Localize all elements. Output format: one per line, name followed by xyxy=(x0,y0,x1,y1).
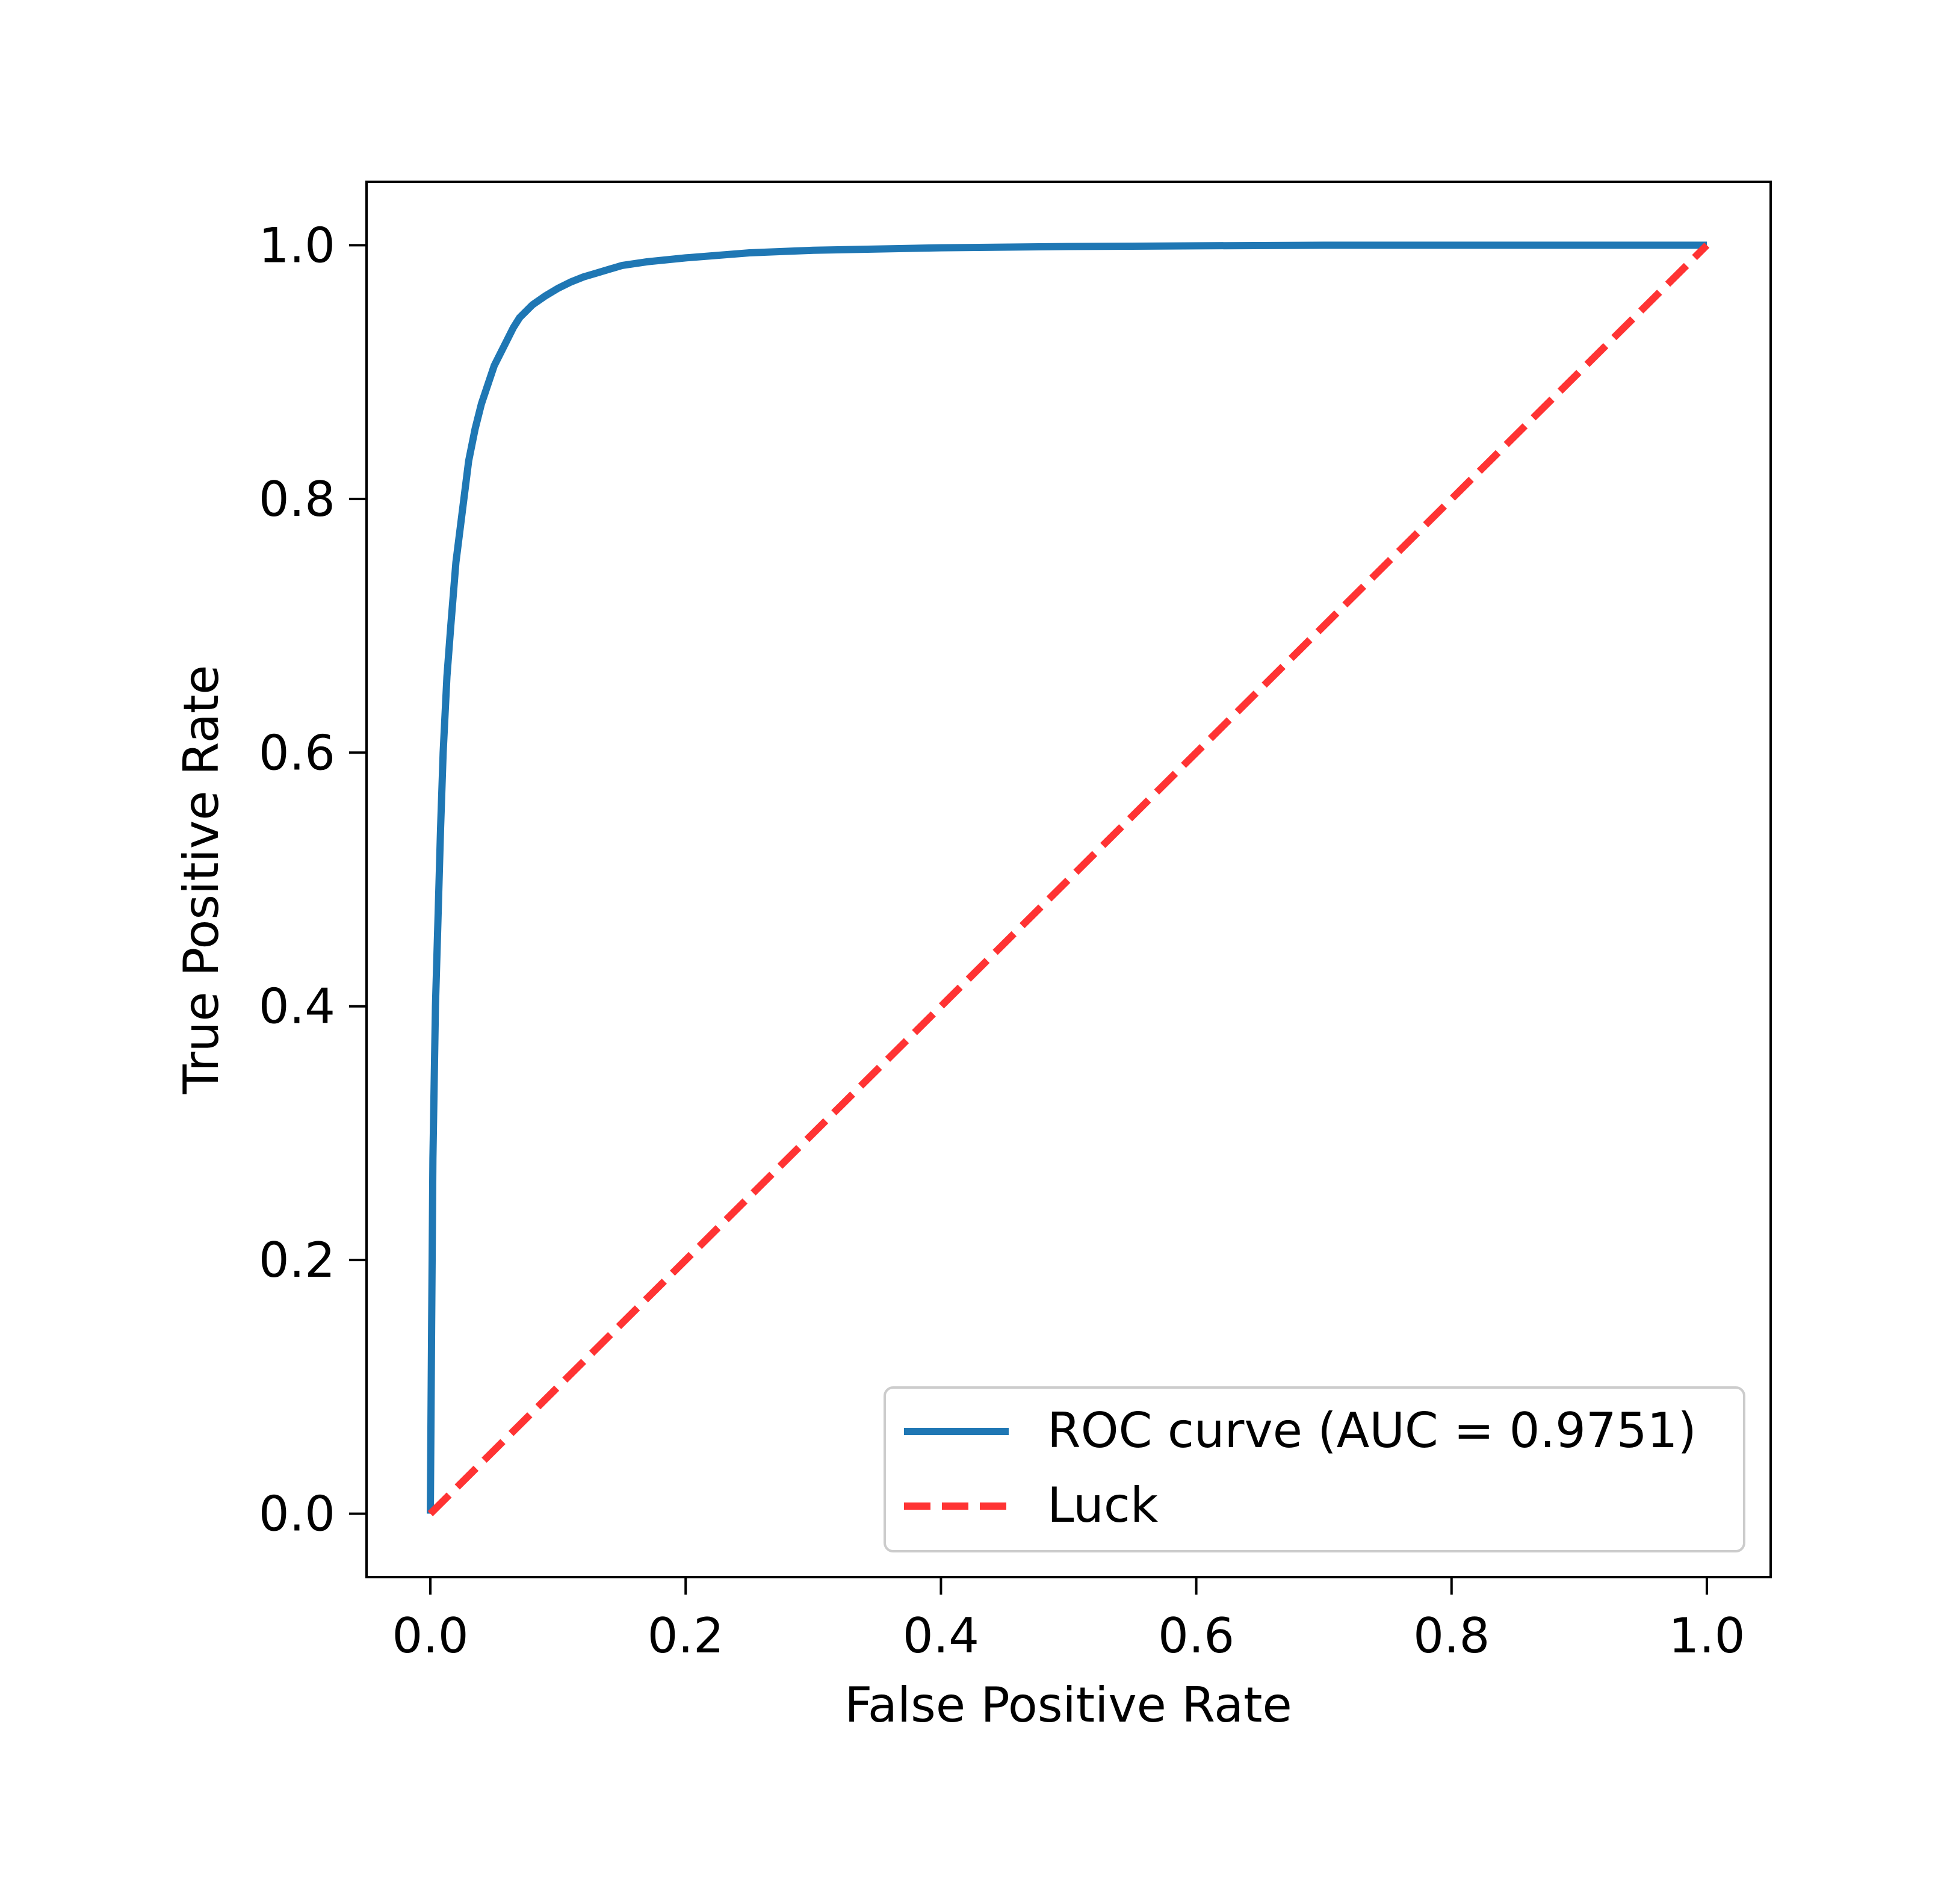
x-tick-label: 0.4 xyxy=(903,1608,979,1664)
x-axis-ticks: 0.0 0.2 0.4 0.6 0.8 1.0 xyxy=(392,1577,1745,1664)
legend-box xyxy=(884,1386,1745,1552)
y-tick-label: 0.6 xyxy=(259,725,335,781)
x-tick-label: 0.6 xyxy=(1158,1608,1234,1664)
legend-label-roc: ROC curve (AUC = 0.9751) xyxy=(1047,1403,1697,1459)
y-tick-label: 1.0 xyxy=(259,217,335,273)
legend: ROC curve (AUC = 0.9751) Luck xyxy=(884,1386,1745,1552)
roc-curve-line xyxy=(427,241,1707,1514)
x-tick-label: 0.2 xyxy=(648,1608,724,1664)
y-axis-label: True Positive Rate xyxy=(173,665,229,1095)
x-axis-label: False Positive Rate xyxy=(844,1677,1292,1733)
x-tick-label: 1.0 xyxy=(1668,1608,1745,1664)
y-tick-label: 0.8 xyxy=(259,471,335,527)
y-axis-ticks: 0.0 0.2 0.4 0.6 0.8 1.0 xyxy=(259,217,367,1542)
axes-frame xyxy=(365,181,1772,1578)
plot-series-group xyxy=(427,241,1710,1516)
y-tick-label: 0.0 xyxy=(259,1486,335,1542)
luck-line xyxy=(427,243,1710,1516)
x-tick-label: 0.0 xyxy=(392,1608,468,1664)
x-tick-label: 0.8 xyxy=(1413,1608,1490,1664)
y-tick-label: 0.2 xyxy=(259,1232,335,1288)
y-tick-label: 0.4 xyxy=(259,979,335,1035)
legend-label-luck: Luck xyxy=(1047,1477,1159,1533)
